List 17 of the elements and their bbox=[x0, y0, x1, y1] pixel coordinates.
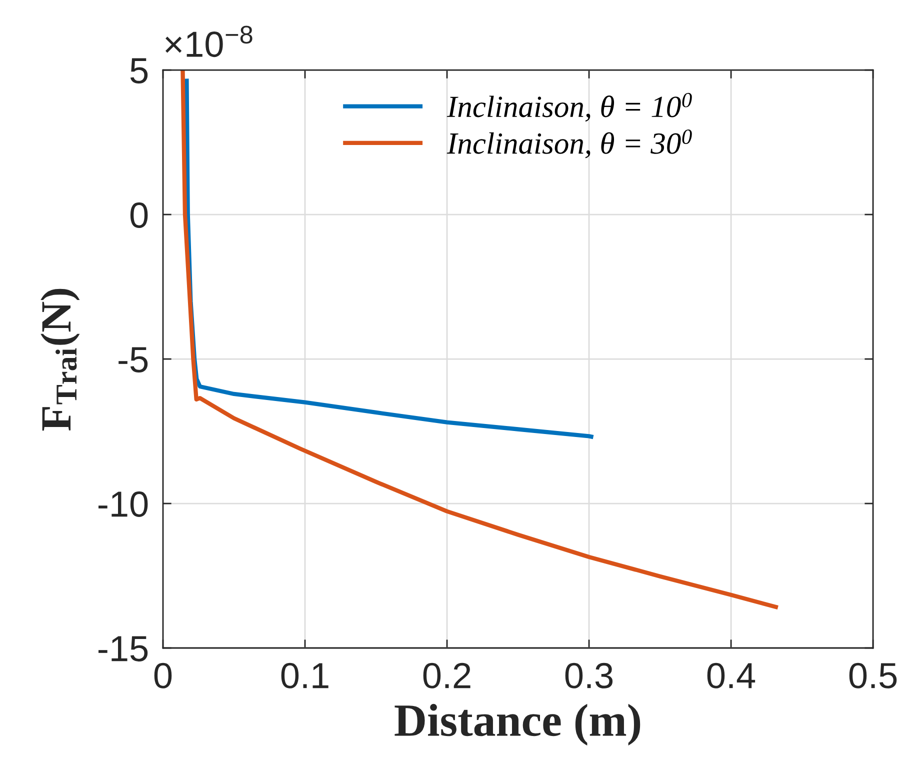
text: ×10$^{−8}$ bbox=[165, 26, 252, 58]
y-tick-label: -5 bbox=[118, 347, 148, 372]
x-tick-label: 0.5 bbox=[849, 662, 897, 688]
x-axis-title: Distance (m) bbox=[394, 704, 640, 746]
line-series bbox=[180, 70, 780, 610]
y-tick-label: 0 bbox=[130, 202, 148, 228]
legend-label: Inclinaison, θ = 30$^{0}$ bbox=[446, 130, 692, 158]
x-tick-label: 0.2 bbox=[423, 662, 470, 688]
y-tick-label: 5 bbox=[130, 58, 148, 84]
y-axis-title: F$_{Trai}$(N) bbox=[40, 288, 80, 431]
x-tick-label: 0 bbox=[154, 662, 172, 688]
x-tick-label: 0.3 bbox=[565, 662, 613, 688]
y-tick-label: -15 bbox=[98, 636, 148, 662]
x-tick-label: 0.1 bbox=[281, 662, 328, 688]
y-tick-label: -10 bbox=[98, 491, 148, 517]
legend-label: Inclinaison, θ = 10$^{0}$ bbox=[446, 92, 692, 122]
x-tick-label: 0.4 bbox=[707, 662, 756, 688]
